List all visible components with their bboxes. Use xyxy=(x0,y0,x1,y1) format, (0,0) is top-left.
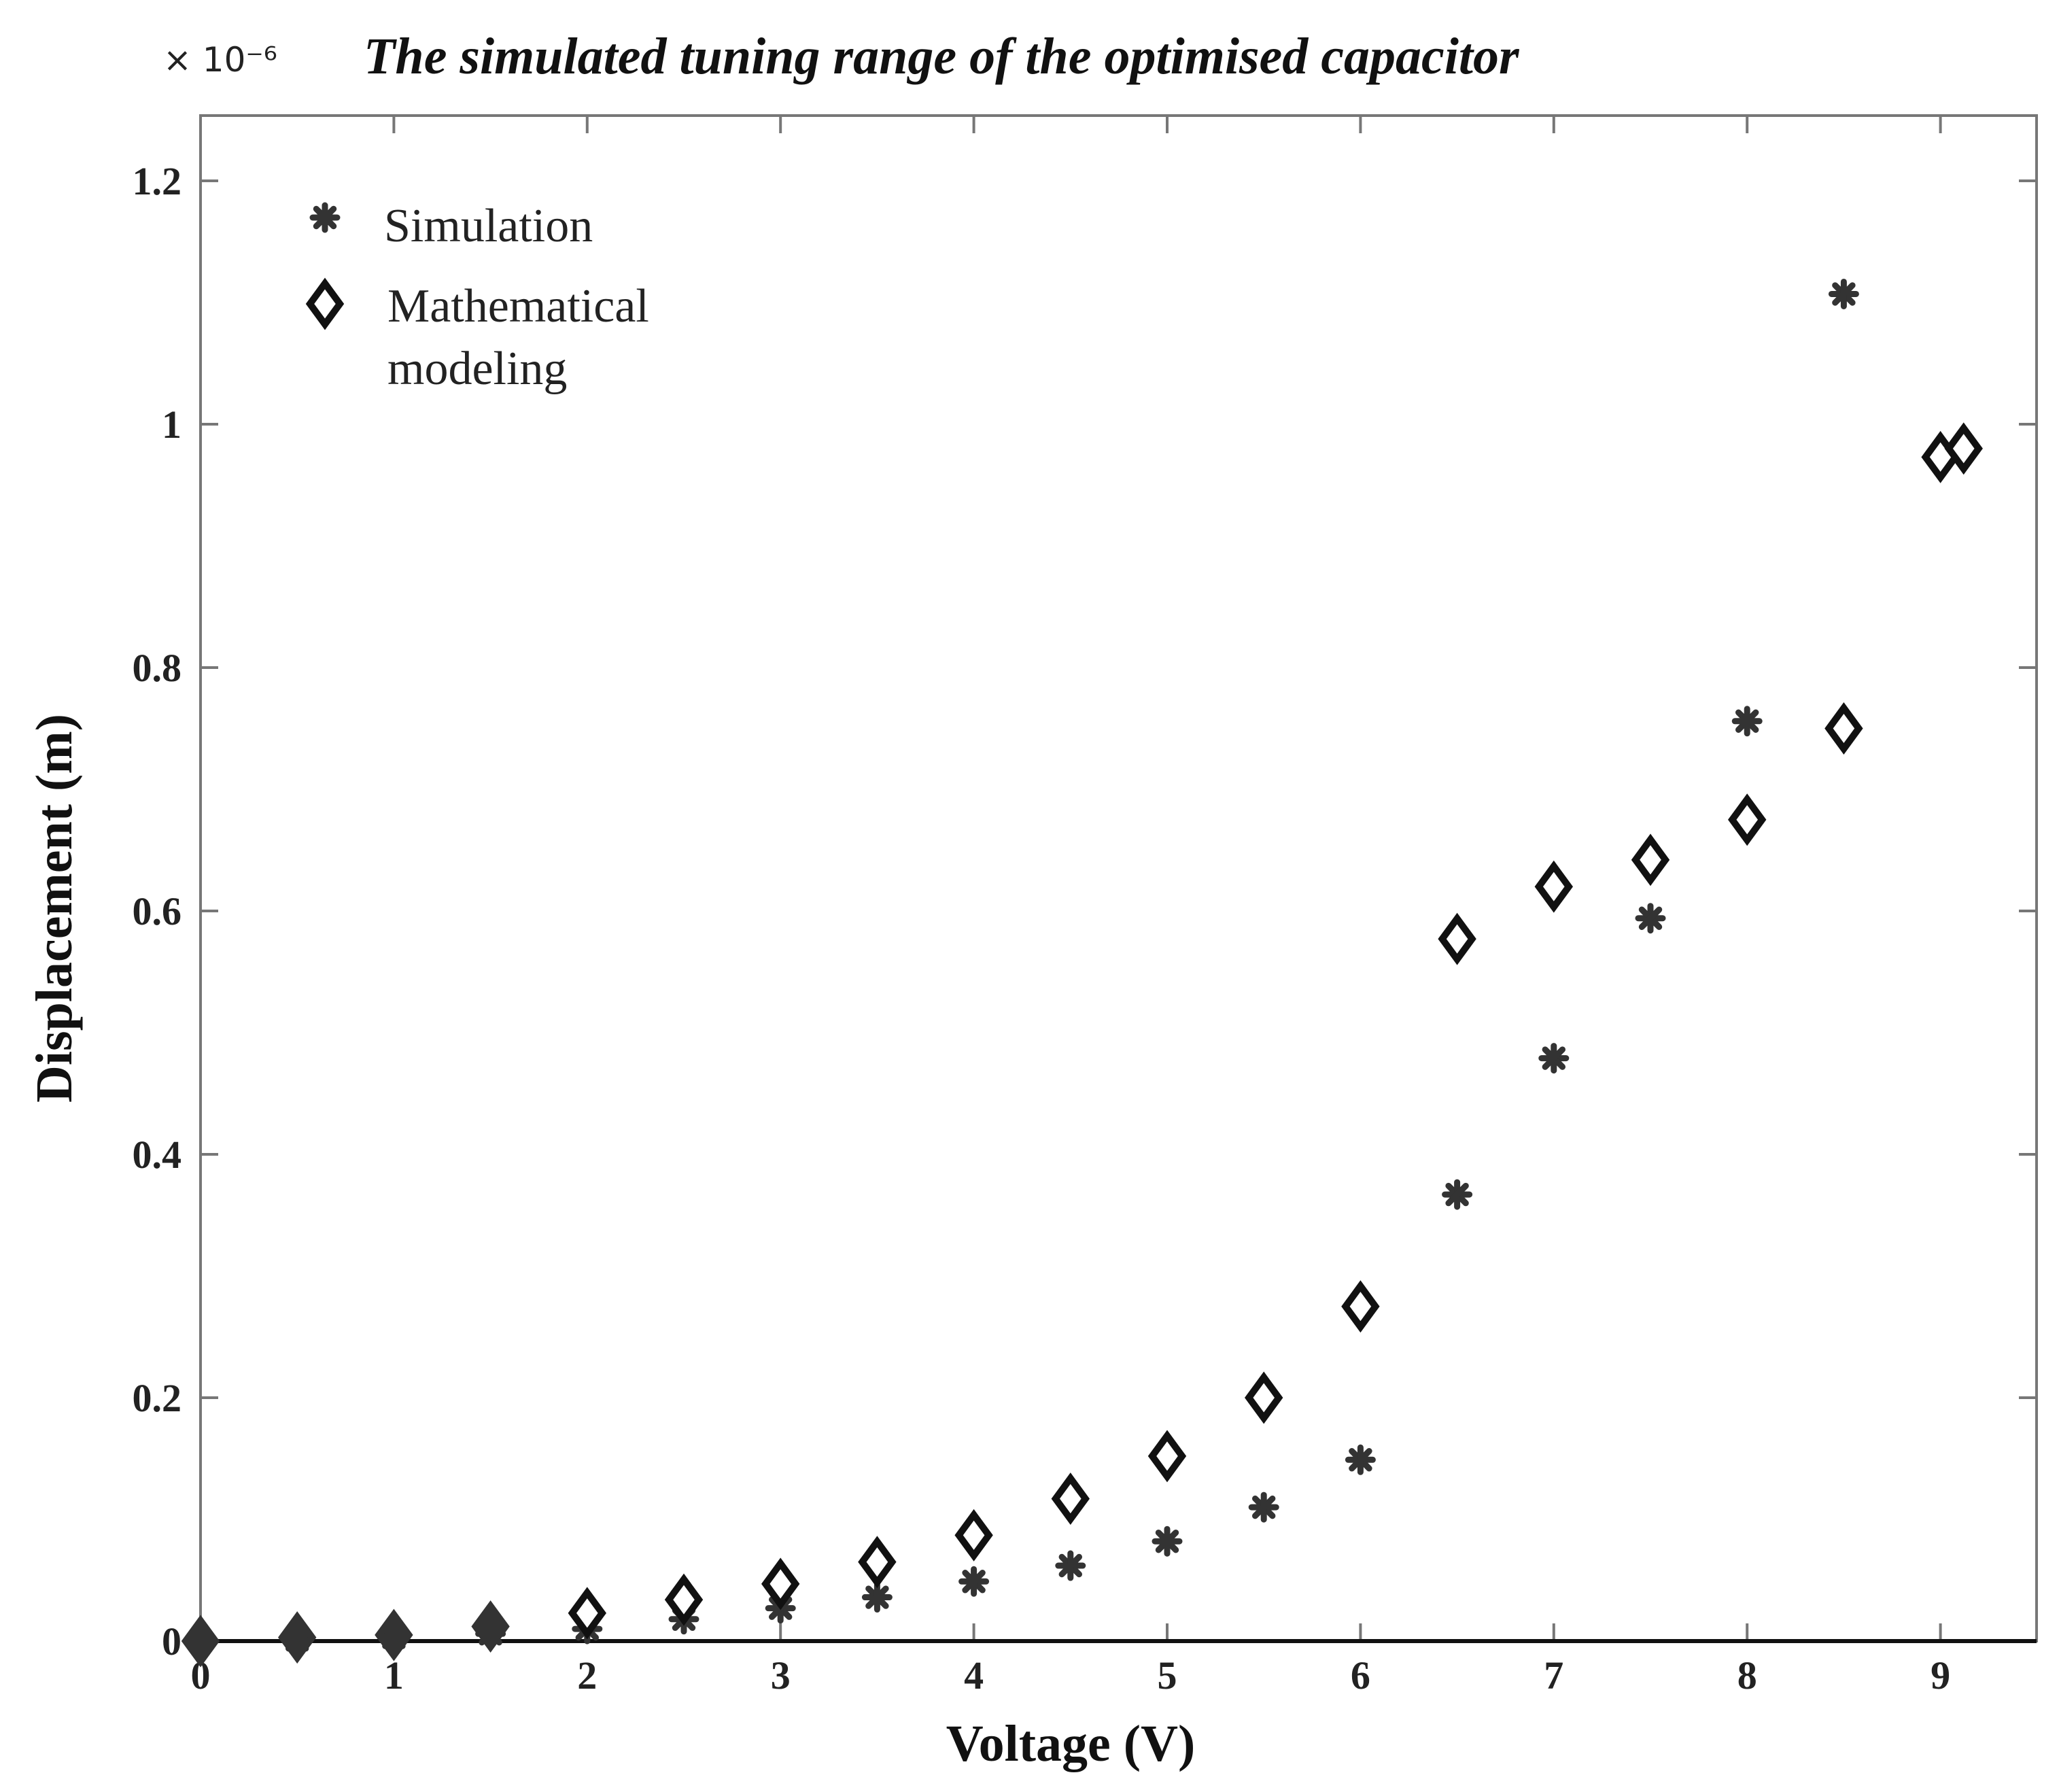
simulation-point xyxy=(958,1566,990,1597)
y-tick-label: 0.4 xyxy=(133,1133,182,1177)
legend-mathematical-modeling-label-line-1: Mathematical xyxy=(387,280,649,332)
mathematical-modeling-point xyxy=(1341,1280,1380,1333)
y-tick-label: 1.2 xyxy=(133,159,182,203)
exponent-label: × 10⁻⁶ xyxy=(163,40,277,80)
chart-title: The simulated tuning range of the optimi… xyxy=(364,28,1520,85)
simulation-point xyxy=(1248,1492,1279,1523)
mathematical-modeling-point xyxy=(1438,912,1476,965)
x-tick-label: 4 xyxy=(964,1653,984,1698)
mathematical-modeling-point xyxy=(181,1615,220,1668)
mathematical-modeling-point xyxy=(1727,793,1767,846)
mathematical-modeling-point xyxy=(277,1611,317,1664)
simulation-point xyxy=(1635,903,1666,934)
x-tick-label: 6 xyxy=(1351,1653,1370,1698)
mathematical-modeling-point xyxy=(761,1557,800,1610)
x-tick-label: 2 xyxy=(577,1653,597,1698)
mathematical-modeling-point xyxy=(858,1536,897,1589)
legend: Simulation Mathematical modeling xyxy=(305,200,649,395)
x-tick-label: 7 xyxy=(1544,1653,1563,1698)
y-axis-label: Displacement (m) xyxy=(26,714,83,1103)
y-tick-label: 0.2 xyxy=(133,1376,182,1420)
mathematical-modeling-point xyxy=(1944,422,1983,475)
y-axis: 0 0.2 0.4 0.6 0.8 1 1.2 xyxy=(133,159,2037,1664)
x-tick-label: 9 xyxy=(1931,1653,1950,1698)
series-mathematical-modeling xyxy=(181,422,1983,1668)
simulation-point xyxy=(1538,1043,1570,1074)
simulation-point xyxy=(1345,1444,1376,1475)
mathematical-modeling-point xyxy=(375,1608,413,1661)
x-tick-label: 5 xyxy=(1158,1653,1177,1698)
mathematical-modeling-point xyxy=(471,1600,510,1653)
simulation-point xyxy=(1442,1179,1473,1210)
series-simulation xyxy=(185,278,1859,1657)
legend-mathematical-modeling-label-line-2: modeling xyxy=(387,343,567,395)
simulation-point xyxy=(1152,1526,1183,1557)
mathematical-modeling-point xyxy=(568,1587,607,1640)
y-tick-label: 0.6 xyxy=(133,889,182,933)
mathematical-modeling-point xyxy=(1534,860,1574,913)
x-tick-label: 8 xyxy=(1737,1653,1757,1698)
legend-star-marker xyxy=(309,202,341,233)
y-tick-label: 1 xyxy=(162,402,181,447)
mathematical-modeling-point xyxy=(1051,1472,1090,1526)
legend-diamond-marker xyxy=(305,277,345,330)
data-series xyxy=(181,278,1983,1668)
simulation-point xyxy=(861,1582,893,1613)
mathematical-modeling-point xyxy=(1824,702,1863,755)
mathematical-modeling-point xyxy=(1631,833,1670,886)
simulation-point xyxy=(1828,278,1859,309)
legend-mathematical-modeling-marker xyxy=(305,277,345,330)
simulation-point xyxy=(1055,1550,1086,1581)
mathematical-modeling-point xyxy=(954,1509,993,1562)
mathematical-modeling-point xyxy=(1147,1430,1187,1483)
x-tick-label: 3 xyxy=(771,1653,791,1698)
mathematical-modeling-point xyxy=(664,1573,704,1626)
x-axis-label: Voltage (V) xyxy=(946,1715,1196,1772)
y-tick-label: 0 xyxy=(162,1619,181,1664)
legend-simulation-label: Simulation xyxy=(384,200,593,252)
mathematical-modeling-point xyxy=(1244,1371,1283,1424)
legend-simulation-marker xyxy=(309,202,341,233)
simulation-point xyxy=(1731,706,1763,737)
y-tick-label: 0.8 xyxy=(133,646,182,690)
